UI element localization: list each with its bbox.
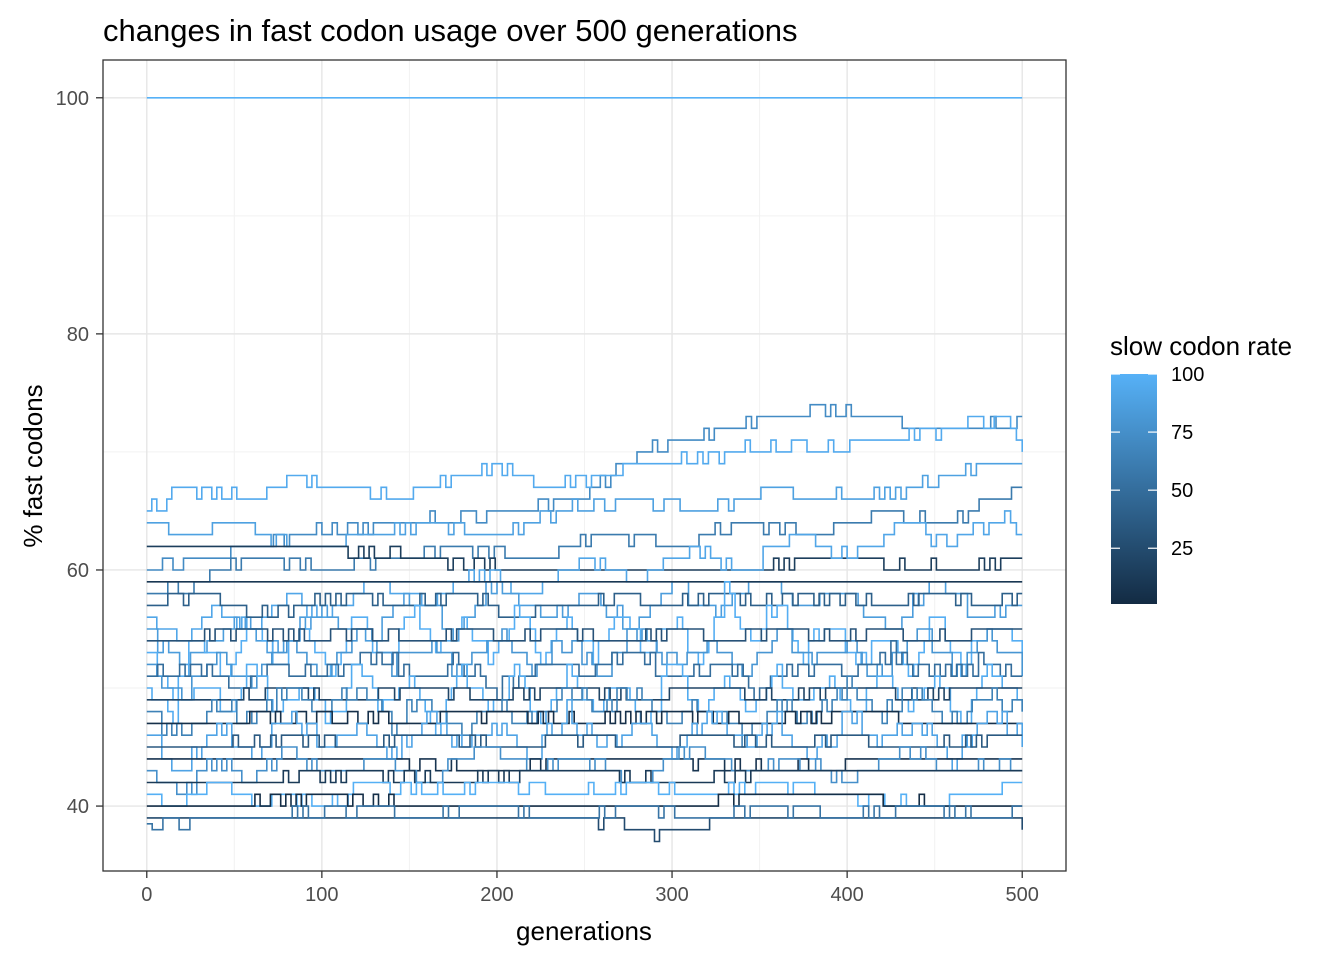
- y-tick-label: 100: [56, 88, 89, 110]
- y-tick-label: 80: [67, 324, 89, 346]
- legend-tick-label: 75: [1171, 422, 1193, 444]
- series-line: [146, 675, 1023, 748]
- x-tick-label: 400: [830, 884, 863, 906]
- series-line: [146, 415, 1023, 512]
- series-line: [146, 592, 1023, 618]
- series-line: [146, 628, 1023, 642]
- plot-panel: [102, 59, 1067, 872]
- y-tick-label: 40: [67, 796, 89, 818]
- series-line: [146, 805, 1023, 831]
- legend-colorbar: [1111, 374, 1157, 604]
- legend: slow codon rate 25 50 75 100: [1110, 331, 1292, 604]
- x-tick-label: 0: [141, 884, 152, 906]
- legend-title: slow codon rate: [1110, 331, 1292, 361]
- y-axis: 40 60 80 100: [56, 88, 103, 818]
- series-layer: [146, 97, 1023, 843]
- x-tick-label: 500: [1006, 884, 1039, 906]
- x-tick-label: 300: [655, 884, 688, 906]
- series-line: [146, 734, 1023, 748]
- series-line: [146, 758, 1023, 772]
- x-tick-label: 100: [305, 884, 338, 906]
- x-tick-label: 200: [480, 884, 513, 906]
- series-line: [146, 403, 1023, 571]
- series-line: [146, 769, 1023, 784]
- legend-ticks: 25 50 75 100: [1111, 364, 1204, 560]
- series-line: [146, 710, 1023, 725]
- y-tick-label: 60: [67, 560, 89, 582]
- series-line: [146, 581, 1023, 666]
- legend-tick-label: 100: [1171, 364, 1204, 386]
- series-line: [146, 486, 1023, 595]
- series-line: [146, 687, 1023, 701]
- x-axis: 0 100 200 300 400 500: [141, 871, 1039, 906]
- legend-tick-label: 25: [1171, 538, 1193, 560]
- chart-title: changes in fast codon usage over 500 gen…: [103, 13, 798, 48]
- series-line: [146, 545, 1023, 571]
- y-axis-title: % fast codons: [18, 384, 48, 547]
- legend-tick-label: 50: [1171, 480, 1193, 502]
- series-line: [146, 640, 1023, 701]
- series-line: [146, 793, 1023, 807]
- plot-border: [102, 59, 1067, 872]
- x-axis-title: generations: [516, 916, 652, 946]
